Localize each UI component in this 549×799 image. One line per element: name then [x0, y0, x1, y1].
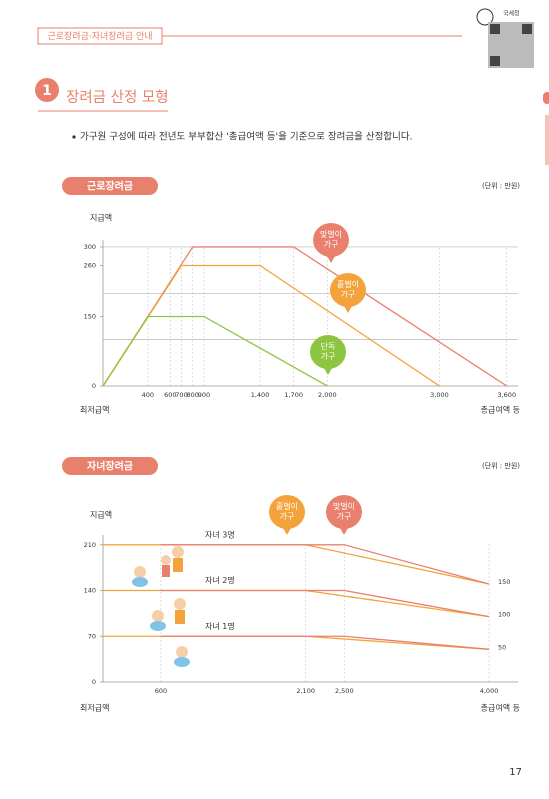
series-label-bubble: 홑벌이 가구 [269, 495, 305, 535]
y-tick-label: 300 [84, 243, 96, 251]
x-tick-label: 800 [187, 391, 199, 399]
logo-text: 국세청 [503, 10, 520, 18]
x-tick-label: 2,100 [296, 687, 315, 695]
header-tag: 근로장려금·자녀장려금 안내 [47, 31, 152, 42]
series-label-bubble: 홑벌이 가구 [330, 273, 366, 313]
y-axis-label: 지급액 [90, 510, 112, 520]
x-tick-label: 900 [198, 391, 210, 399]
series-line [102, 315, 328, 387]
x-tick-label: 600 [164, 391, 176, 399]
y-tick-label: 260 [84, 261, 96, 269]
unit-label: (단위 : 만원) [482, 181, 520, 190]
x-start-label: 최저급액 [80, 405, 109, 415]
y-tick-label: 70 [88, 632, 96, 640]
end-value-label: 50 [498, 643, 506, 651]
x-axis-label: 총급여액 등 [481, 405, 520, 415]
line-label: 자녀 3명 [205, 529, 235, 539]
x-tick-label: 2,000 [318, 391, 337, 399]
series-line [160, 635, 490, 650]
x-tick-label: 400 [142, 391, 154, 399]
section-number-badge [35, 78, 59, 102]
y-tick-label: 0 [92, 678, 96, 686]
x-tick-label: 4,000 [480, 687, 499, 695]
chart-badge [62, 177, 158, 195]
x-tick-label: 3,000 [430, 391, 449, 399]
page-number: 17 [509, 767, 522, 778]
bullet-text: 가구원 구성에 따라 전년도 부부합산 '총급여액 등'을 기준으로 장려금을 … [80, 131, 413, 143]
series-label-bubble: 단독 가구 [310, 335, 346, 375]
y-axis-label: 지급액 [90, 213, 112, 223]
x-tick-label: 700 [175, 391, 187, 399]
series-label-bubble: 맞벌이 가구 [326, 495, 362, 535]
x-tick-label: 1,400 [251, 391, 270, 399]
y-tick-label: 140 [84, 587, 96, 595]
chart-title: 자녀장려금 [87, 460, 133, 473]
section-title: 장려금 산정 모형 [66, 89, 169, 106]
y-tick-label: 150 [84, 312, 96, 320]
x-tick-label: 3,600 [497, 391, 516, 399]
unit-label: (단위 : 만원) [482, 461, 520, 470]
end-value-label: 150 [498, 578, 510, 586]
x-tick-label: 600 [155, 687, 167, 695]
header-tag-box [37, 27, 163, 45]
illustration [132, 546, 190, 667]
y-tick-label: 210 [84, 541, 96, 549]
qr-corners [490, 24, 532, 66]
x-tick-label: 1,700 [284, 391, 303, 399]
chart-badge [62, 457, 158, 475]
side-tab [543, 92, 549, 104]
end-value-label: 100 [498, 611, 510, 619]
series-label-bubble: 맞벌이 가구 [313, 223, 349, 263]
series-line [103, 635, 490, 650]
line-label: 자녀 2명 [205, 575, 235, 585]
bullet-dot [72, 135, 76, 139]
series-line [160, 589, 490, 618]
series-line [102, 264, 440, 387]
section-number: 1 [42, 83, 52, 99]
x-tick-label: 2,500 [335, 687, 354, 695]
chart-title: 근로장려금 [87, 180, 133, 193]
logo-mark [476, 8, 494, 26]
side-tab [545, 115, 549, 165]
line-label: 자녀 1명 [205, 621, 235, 631]
x-axis-label: 총급여액 등 [481, 703, 520, 713]
y-tick-label: 0 [92, 382, 96, 390]
x-start-label: 최저급액 [80, 703, 109, 713]
series-line [160, 544, 490, 585]
